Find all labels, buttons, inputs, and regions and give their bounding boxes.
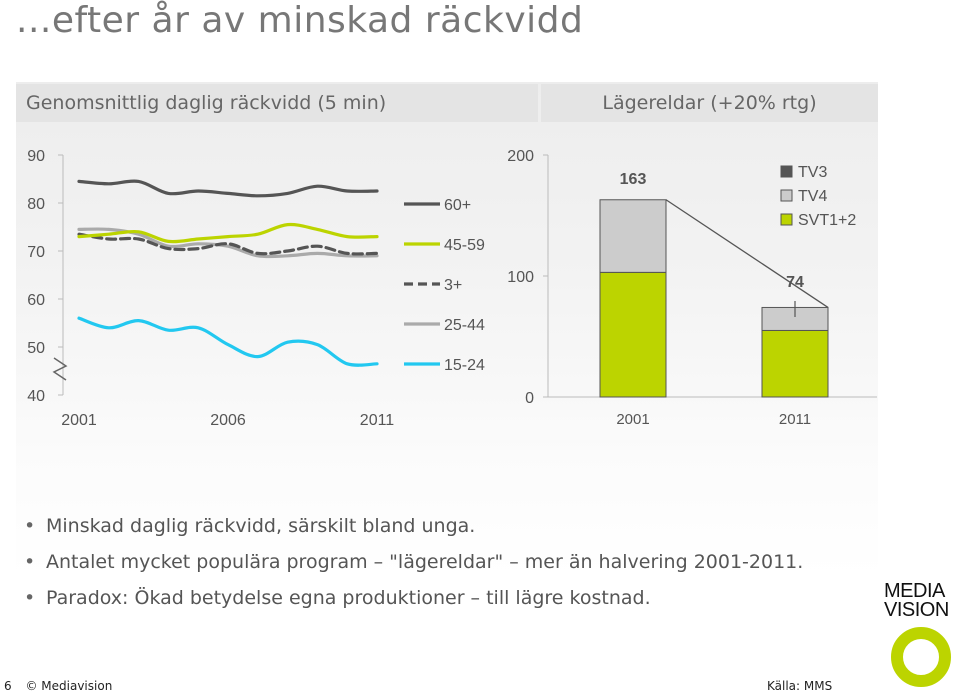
y-tick-label: 40: [27, 388, 45, 405]
x-tick-label: 2006: [210, 412, 246, 429]
y-tick-label: 70: [27, 244, 45, 261]
bar-total-label: 163: [620, 171, 647, 188]
mediavision-logo: MEDIA VISION: [884, 580, 960, 688]
bullet-item: Minskad daglig räckvidd, särskilt bland …: [22, 508, 803, 544]
legend-label: 60+: [444, 197, 471, 214]
legend-label: 3+: [444, 277, 462, 294]
bar-segment-tv4: [599, 199, 667, 273]
bullet-list: Minskad daglig räckvidd, särskilt bland …: [22, 508, 803, 616]
bar-segment-svt1plus2: [599, 271, 667, 398]
bullet-item: Antalet mycket populära program – "läger…: [22, 544, 803, 580]
page-number: 6: [4, 679, 12, 693]
bar-legend-label: SVT1+2: [798, 212, 856, 229]
bar-legend-label: TV3: [798, 164, 827, 181]
series-line-60plus: [77, 179, 379, 198]
slide-title: ...efter år av minskad räckvidd: [16, 0, 584, 41]
bar-legend-swatch: [780, 189, 793, 202]
logo-ring-icon: [891, 627, 951, 687]
series-line-45-59: [77, 222, 379, 244]
bar-y-tick-label: 0: [525, 390, 534, 407]
reach-chart-header: Genomsnittlig daglig räckvidd (5 min): [16, 84, 538, 122]
logo-text-vision: VISION: [884, 599, 949, 621]
legend-label: 45-59: [444, 237, 485, 254]
bar-connector-line: [665, 199, 829, 309]
series-line-3plus: [77, 232, 379, 256]
bar-total-label: 74: [786, 274, 804, 291]
charts-svg: 90 80 70 60 50 40 2001 2006 2011 60+ 45-59 3+ 25-44 1…: [27, 148, 877, 429]
bar-category-label: 2011: [779, 411, 811, 428]
bar-legend-swatch: [780, 165, 793, 178]
y-tick-label: 50: [27, 340, 45, 357]
bullet-item: Paradox: Ökad betydelse egna produktione…: [22, 580, 803, 616]
y-tick-label: 60: [27, 292, 45, 309]
copyright: © Mediavision: [25, 679, 113, 693]
footer-left: 6 © Mediavision: [4, 679, 112, 693]
series-line-15-24: [77, 316, 379, 367]
bar-segment-svt1plus2: [761, 329, 829, 398]
legend-label: 25-44: [444, 317, 485, 334]
y-tick-label: 90: [27, 148, 45, 165]
legend-label: 15-24: [444, 357, 485, 374]
logo-text-media: MEDIA: [884, 580, 945, 602]
bar-legend-label: TV4: [798, 188, 827, 205]
chart-panel: [16, 82, 878, 577]
bar-y-tick-label: 100: [507, 269, 534, 286]
campfire-chart-header: Lägereldar (+20% rtg): [541, 84, 878, 122]
x-tick-label: 2011: [360, 412, 395, 429]
axis-break-icon: [52, 357, 68, 381]
x-tick-label: 2001: [61, 412, 97, 429]
bar-y-tick-label: 200: [507, 148, 534, 165]
source-note: Källa: MMS: [767, 679, 833, 693]
bar-category-label: 2001: [616, 411, 649, 428]
y-tick-label: 80: [27, 196, 45, 213]
bar-legend-swatch: [780, 213, 793, 226]
